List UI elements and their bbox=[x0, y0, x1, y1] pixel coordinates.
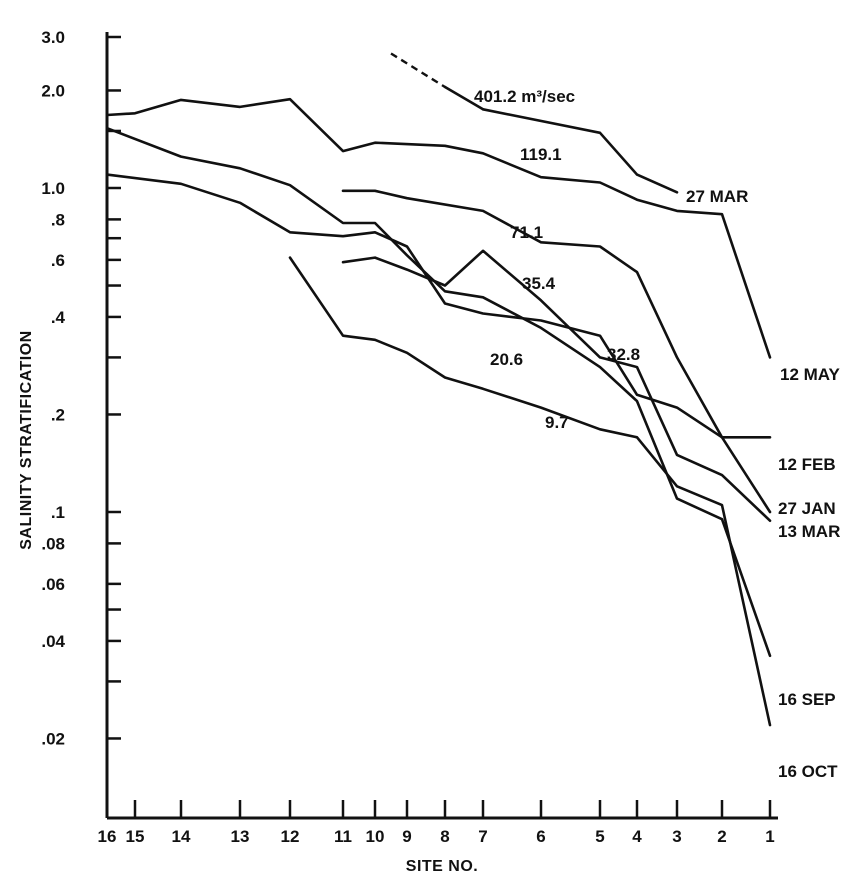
flow-annotation: 20.6 bbox=[490, 350, 523, 369]
x-tick-label: 14 bbox=[172, 827, 191, 846]
flow-annotation: 32.8 bbox=[607, 345, 640, 364]
y-tick-label: 1.0 bbox=[41, 179, 65, 198]
y-tick-label: .04 bbox=[41, 632, 65, 651]
annotations: 12 MAY 27 MAR 12 FEB 27 JAN 13 MAR 16 SEP 16 O… bbox=[474, 87, 841, 781]
x-tick-label: 10 bbox=[366, 827, 385, 846]
x-tick-label: 3 bbox=[672, 827, 681, 846]
series-label: 12 MAY bbox=[780, 365, 841, 384]
x-axis-ticks: 16 15 14 13 12 11 10 9 8 7 6 5 4 3 2 1 bbox=[98, 800, 775, 846]
x-tick-label: 15 bbox=[126, 827, 145, 846]
y-axis-title: SALINITY STRATIFICATION bbox=[18, 330, 35, 550]
series-label: 27 MAR bbox=[686, 187, 748, 206]
y-tick-label: .1 bbox=[51, 503, 65, 522]
x-tick-label: 4 bbox=[632, 827, 642, 846]
x-tick-label: 2 bbox=[717, 827, 726, 846]
flow-annotation: 9.7 bbox=[545, 413, 569, 432]
x-axis-title: SITE NO. bbox=[406, 858, 478, 875]
flow-annotation: 35.4 bbox=[522, 274, 556, 293]
x-tick-label: 1 bbox=[765, 827, 774, 846]
series-line-27-jan bbox=[105, 126, 772, 658]
flow-annotation: 119.1 bbox=[520, 145, 562, 164]
series-line-13-mar bbox=[105, 173, 772, 439]
flow-annotation: 71.1 bbox=[510, 223, 543, 242]
series-line-12-feb bbox=[341, 189, 772, 514]
series-line-12-may bbox=[481, 108, 679, 194]
series-label: 27 JAN bbox=[778, 499, 836, 518]
x-tick-label: 12 bbox=[281, 827, 300, 846]
x-tick-label: 6 bbox=[536, 827, 545, 846]
series-lines bbox=[105, 52, 772, 727]
y-tick-label: .4 bbox=[51, 308, 66, 327]
y-tick-label: .2 bbox=[51, 405, 65, 424]
x-tick-label: 16 bbox=[98, 827, 117, 846]
y-tick-label: .8 bbox=[51, 210, 65, 229]
y-tick-label: 2.0 bbox=[41, 81, 65, 100]
x-tick-label: 8 bbox=[440, 827, 449, 846]
y-tick-label: .6 bbox=[51, 251, 65, 270]
y-tick-label: 3.0 bbox=[41, 28, 65, 47]
x-tick-label: 11 bbox=[334, 827, 352, 846]
axes bbox=[105, 32, 778, 820]
x-tick-label: 13 bbox=[231, 827, 250, 846]
series-label: 13 MAR bbox=[778, 522, 840, 541]
flow-annotation: 401.2 m³/sec bbox=[474, 87, 575, 106]
y-tick-label: .02 bbox=[41, 729, 65, 748]
x-tick-label: 5 bbox=[595, 827, 604, 846]
series-line-16-sep bbox=[341, 249, 772, 523]
series-line-connector bbox=[443, 85, 485, 111]
series-label: 16 SEP bbox=[778, 690, 836, 709]
y-tick-label: .08 bbox=[41, 534, 65, 553]
x-tick-label: 9 bbox=[402, 827, 411, 846]
series-label: 16 OCT bbox=[778, 762, 838, 781]
series-line-16-oct bbox=[288, 256, 772, 727]
x-tick-label: 7 bbox=[478, 827, 487, 846]
series-line-27-mar bbox=[105, 97, 772, 359]
extrapolated-segment bbox=[390, 52, 446, 89]
y-axis-ticks: 3.0 2.0 1.0 .8 .6 .4 .2 .1 .08 .06 .04 .02 bbox=[41, 28, 121, 748]
series-label: 12 FEB bbox=[778, 455, 836, 474]
y-tick-label: .06 bbox=[41, 575, 65, 594]
